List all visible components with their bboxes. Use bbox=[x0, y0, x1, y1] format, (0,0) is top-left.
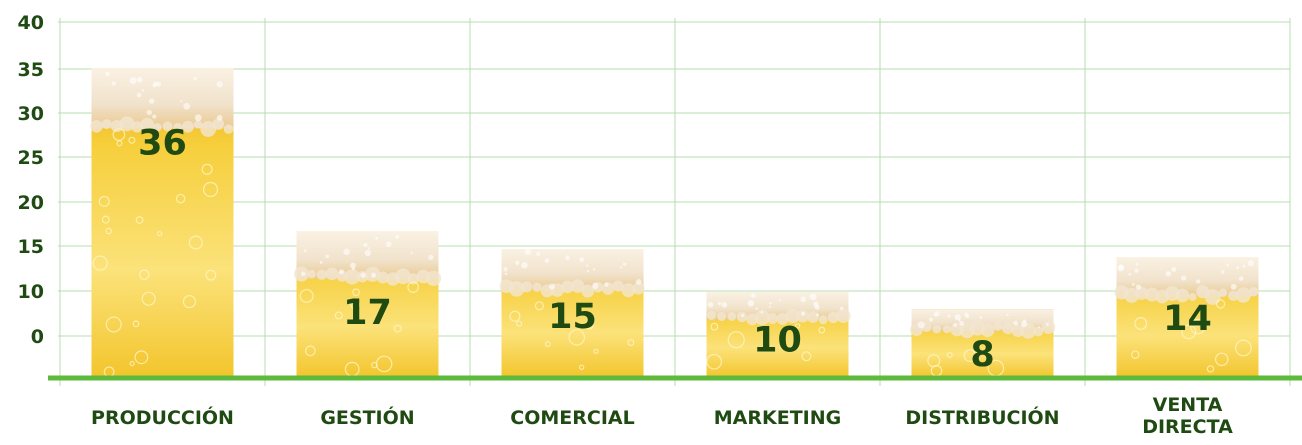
y-tick-label: 30 bbox=[18, 103, 44, 125]
data-label: 14 bbox=[1163, 299, 1212, 339]
x-tick-label: DISTRIBUCIÓN bbox=[905, 405, 1059, 429]
y-tick-label: 35 bbox=[18, 59, 44, 81]
y-tick-label: 25 bbox=[18, 147, 44, 169]
data-label: 17 bbox=[343, 293, 392, 333]
x-tick-label: PRODUCCIÓN bbox=[91, 405, 234, 429]
x-tick-label: GESTIÓN bbox=[320, 405, 414, 429]
data-label: 15 bbox=[548, 297, 597, 337]
y-tick-label: 10 bbox=[18, 281, 44, 303]
grid-lines bbox=[58, 18, 1291, 386]
y-axis-tick-labels: 0 10 15 20 25 30 35 40 bbox=[18, 12, 44, 348]
y-tick-label: 20 bbox=[18, 192, 44, 214]
x-axis-tick-labels: PRODUCCIÓN GESTIÓN COMERCIAL MARKETING DISTR… bbox=[91, 394, 1233, 438]
x-tick-label: VENTA DIRECTA bbox=[1142, 394, 1233, 438]
x-tick-label: COMERCIAL bbox=[510, 407, 634, 429]
bar bbox=[90, 68, 234, 379]
y-tick-label: 0 bbox=[31, 326, 44, 348]
bar bbox=[706, 292, 851, 378]
data-label: 10 bbox=[753, 320, 802, 360]
bar bbox=[293, 231, 442, 378]
y-tick-label: 15 bbox=[18, 236, 44, 258]
bar bbox=[1114, 257, 1259, 378]
data-label: 36 bbox=[138, 124, 187, 164]
bars bbox=[90, 68, 1259, 379]
x-tick-label: MARKETING bbox=[714, 407, 841, 429]
bar bbox=[499, 249, 645, 378]
data-label: 8 bbox=[970, 335, 994, 375]
data-labels: 36 17 15 10 8 14 bbox=[138, 124, 1212, 375]
bar bbox=[910, 309, 1056, 378]
y-tick-label: 40 bbox=[18, 12, 44, 34]
